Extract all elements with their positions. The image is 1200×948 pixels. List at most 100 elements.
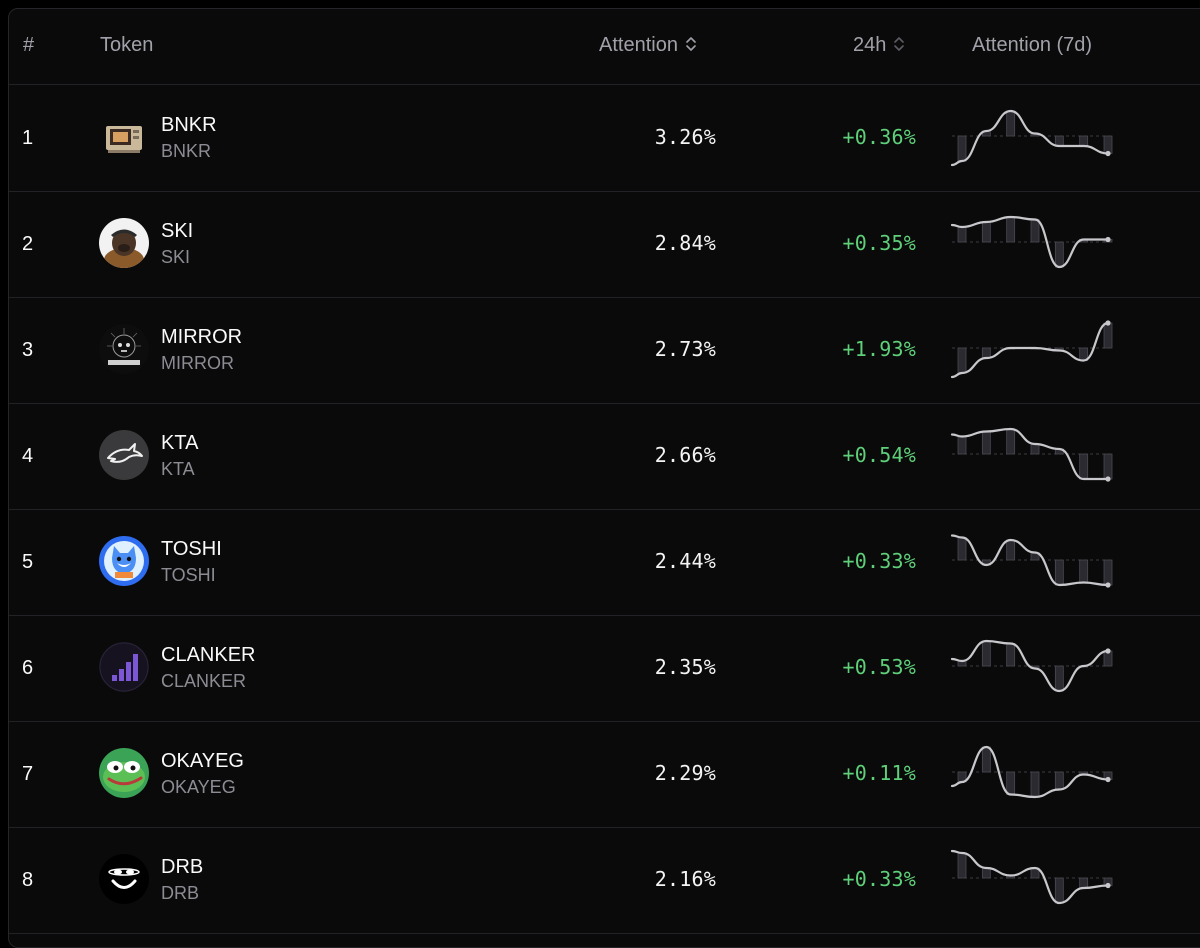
attention-value: 2.35% xyxy=(654,655,716,679)
attention-7d-sparkline xyxy=(950,109,1113,167)
sparkline-line xyxy=(950,849,1110,905)
sparkline-bar xyxy=(957,226,967,243)
token-table: # Token Attention 24h Attention (7d) 1 B… xyxy=(8,8,1200,948)
okayeg-frog-icon xyxy=(99,748,149,798)
sparkline-bar xyxy=(1006,428,1016,455)
token-name: TOSHI xyxy=(161,538,222,560)
table-row[interactable]: 8 DRB DRB 2.16% +0.33% xyxy=(9,827,1200,934)
token-name: KTA xyxy=(161,432,199,454)
attention-value: 2.16% xyxy=(654,867,716,891)
token-name: CLANKER xyxy=(161,644,256,666)
attention-column-header[interactable]: Attention xyxy=(599,34,697,57)
token-symbol: BNKR xyxy=(161,141,212,161)
sparkline-bar xyxy=(1054,771,1064,790)
sparkline-line xyxy=(950,215,1110,269)
sparkline-bar xyxy=(1103,322,1113,349)
sparkline-end-dot xyxy=(1105,476,1111,482)
sparkline-bar xyxy=(981,221,991,243)
token-name: OKAYEG xyxy=(161,750,244,772)
sparkline-bar xyxy=(1006,216,1016,243)
sparkline-bar xyxy=(1006,643,1016,667)
sparkline-bar xyxy=(1030,443,1040,455)
sparkline-end-dot xyxy=(1105,882,1111,889)
attention-value: 2.29% xyxy=(654,761,716,785)
table-row[interactable]: 3 MIRROR MIRROR 2.73% +1.93% xyxy=(9,297,1200,404)
attention-value: 2.84% xyxy=(654,231,716,255)
sparkline-bar xyxy=(1054,241,1064,268)
sparkline-line xyxy=(950,427,1110,481)
bnkr-computer-icon xyxy=(99,112,149,162)
kta-shark-icon xyxy=(99,430,149,480)
sparkline-bar xyxy=(1103,559,1113,586)
change-24h-value: +0.36% xyxy=(842,125,916,149)
sparkline-bar xyxy=(1103,135,1113,154)
rank-column-header: # xyxy=(23,34,35,56)
sparkline-bar xyxy=(957,537,967,561)
change-24h-value: +0.33% xyxy=(842,867,916,891)
change-24h-value: +0.53% xyxy=(842,655,916,679)
sparkline-bar xyxy=(981,640,991,667)
sparkline-bar xyxy=(981,867,991,879)
sparkline-bar xyxy=(981,431,991,455)
sparkline-bar xyxy=(957,347,967,374)
sparkline-bar xyxy=(1054,665,1064,692)
sparkline-bar xyxy=(1079,877,1089,889)
token-symbol: KTA xyxy=(161,459,195,479)
rank-number: 7 xyxy=(22,763,34,785)
rank-number: 6 xyxy=(22,657,34,679)
clanker-bars-icon xyxy=(99,642,149,692)
ski-dog-avatar-icon xyxy=(99,218,149,268)
attention-value: 2.73% xyxy=(654,337,716,361)
rank-number: 3 xyxy=(22,339,34,361)
token-column-header: Token xyxy=(100,34,154,56)
sparkline-line xyxy=(950,639,1110,693)
sparkline-line xyxy=(950,745,1110,799)
table-row[interactable]: 5 TOSHI TOSHI 2.44% +0.33% xyxy=(9,509,1200,616)
rank-number: 2 xyxy=(22,233,34,255)
token-name: DRB xyxy=(161,856,204,878)
table-row[interactable]: 4 KTA KTA 2.66% +0.54% xyxy=(9,403,1200,510)
sparkline-end-dot xyxy=(1105,582,1111,588)
sparkline-bar xyxy=(957,436,967,455)
sparkline-bar xyxy=(981,347,991,359)
attention-7d-sparkline xyxy=(950,534,1113,588)
sparkline-bar xyxy=(1079,453,1089,480)
token-symbol: DRB xyxy=(161,883,200,903)
change-24h-column-header[interactable]: 24h xyxy=(853,34,905,57)
rank-number: 1 xyxy=(22,127,34,149)
change-24h-value: +0.35% xyxy=(842,231,916,255)
sort-icon[interactable] xyxy=(685,35,697,53)
attention-7d-sparkline xyxy=(950,639,1113,693)
token-symbol: TOSHI xyxy=(161,565,216,585)
change-24h-value: +0.54% xyxy=(842,443,916,467)
table-row[interactable]: 7 OKAYEG OKAYEG 2.29% +0.11% xyxy=(9,721,1200,828)
mirror-skull-icon xyxy=(99,324,149,374)
sparkline-line xyxy=(950,321,1110,379)
change-24h-value: +0.33% xyxy=(842,549,916,573)
sparkline-bar xyxy=(1030,771,1040,798)
sort-icon[interactable] xyxy=(893,35,905,53)
table-row[interactable]: 1 BNKR BNKR 3.26% +0.36% xyxy=(9,85,1200,192)
sparkline-end-dot xyxy=(1105,776,1111,783)
token-name: BNKR xyxy=(161,114,217,136)
sparkline-end-dot xyxy=(1105,236,1111,243)
attention-value: 3.26% xyxy=(654,125,716,149)
sparkline-end-dot xyxy=(1105,320,1111,326)
sparkline-bar xyxy=(1006,110,1016,137)
sparkline-bar xyxy=(1054,135,1064,147)
table-row[interactable]: 2 SKI SKI 2.84% +0.35% xyxy=(9,191,1200,298)
table-row[interactable]: 6 CLANKER CLANKER 2.35% +0.53% xyxy=(9,615,1200,722)
drb-smiley-icon xyxy=(99,854,149,904)
rank-number: 8 xyxy=(22,869,34,891)
token-name: SKI xyxy=(161,220,194,242)
sparkline-bar xyxy=(1079,559,1089,583)
change-24h-value: +1.93% xyxy=(842,337,916,361)
token-name: MIRROR xyxy=(161,326,243,348)
token-symbol: SKI xyxy=(161,247,191,267)
sparkline-bar xyxy=(981,746,991,773)
change-24h-value: +0.11% xyxy=(842,761,916,785)
sparkline-bar xyxy=(1006,771,1016,795)
sparkline-bar xyxy=(957,852,967,879)
sparkline-line xyxy=(950,109,1110,167)
attention-7d-sparkline xyxy=(950,320,1113,379)
